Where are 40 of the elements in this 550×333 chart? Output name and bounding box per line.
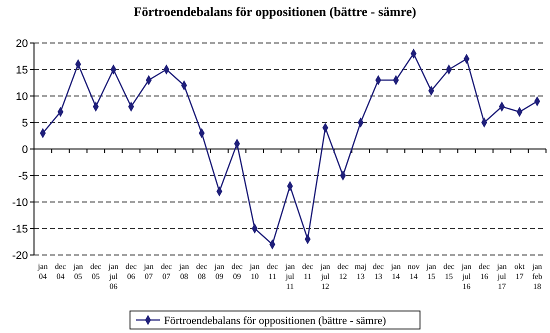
- y-tick-label: 10: [16, 91, 28, 103]
- x-tick-label: jan 14: [390, 262, 401, 281]
- x-tick-label: jan jul 16: [460, 262, 472, 291]
- x-tick-label: jan 08: [178, 262, 189, 281]
- y-tick-label: -15: [12, 224, 28, 236]
- x-tick-label: dec 16: [478, 262, 490, 281]
- y-tick-label: -10: [12, 197, 28, 209]
- x-tick-label: okt 17: [514, 262, 526, 281]
- x-tick-label: dec 09: [231, 262, 244, 281]
- y-tick-label: 0: [22, 144, 28, 156]
- x-tick-label: dec 04: [54, 262, 66, 281]
- x-tick-label: jan jul 12: [319, 262, 330, 291]
- x-tick-label: jan jul 11: [284, 262, 295, 291]
- x-tick-label: dec 11: [302, 262, 314, 281]
- x-tick-label: dec 06: [126, 262, 138, 281]
- x-tick-label: dec 11: [266, 262, 278, 281]
- x-tick-label: jan jul 06: [108, 262, 118, 291]
- x-tick-label: jan 04: [36, 262, 48, 281]
- y-tick-label: 15: [16, 64, 28, 76]
- x-tick-label: dec 08: [196, 262, 208, 281]
- x-tick-label: jan 09: [213, 262, 224, 281]
- y-tick-label: 5: [22, 118, 28, 130]
- chart-title: Förtroendebalans för oppositionen (bättre - sämre): [134, 4, 416, 19]
- x-tick-label: jan feb 18: [531, 262, 542, 291]
- legend-label: Förtroendebalans för oppositionen (bättre - sämre): [164, 315, 386, 327]
- x-tick-label: dec 15: [443, 262, 455, 281]
- x-tick-label: maj 13: [354, 262, 367, 281]
- x-tick-label: dec 12: [337, 262, 349, 281]
- x-tick-label: jan jul 17: [496, 262, 507, 291]
- y-tick-label: -5: [18, 170, 28, 182]
- x-tick-label: dec 07: [160, 262, 172, 281]
- y-tick-label: 20: [16, 38, 28, 50]
- x-tick-label: jan 05: [72, 262, 84, 281]
- y-tick-label: -20: [12, 250, 28, 262]
- x-tick-label: jan 10: [248, 262, 260, 281]
- x-tick-label: jan 15: [425, 262, 436, 281]
- x-tick-label: dec 13: [372, 262, 384, 281]
- x-tick-label: jan 07: [142, 262, 154, 281]
- x-tick-label: dec 05: [90, 262, 102, 281]
- x-tick-label: nov 14: [408, 262, 420, 281]
